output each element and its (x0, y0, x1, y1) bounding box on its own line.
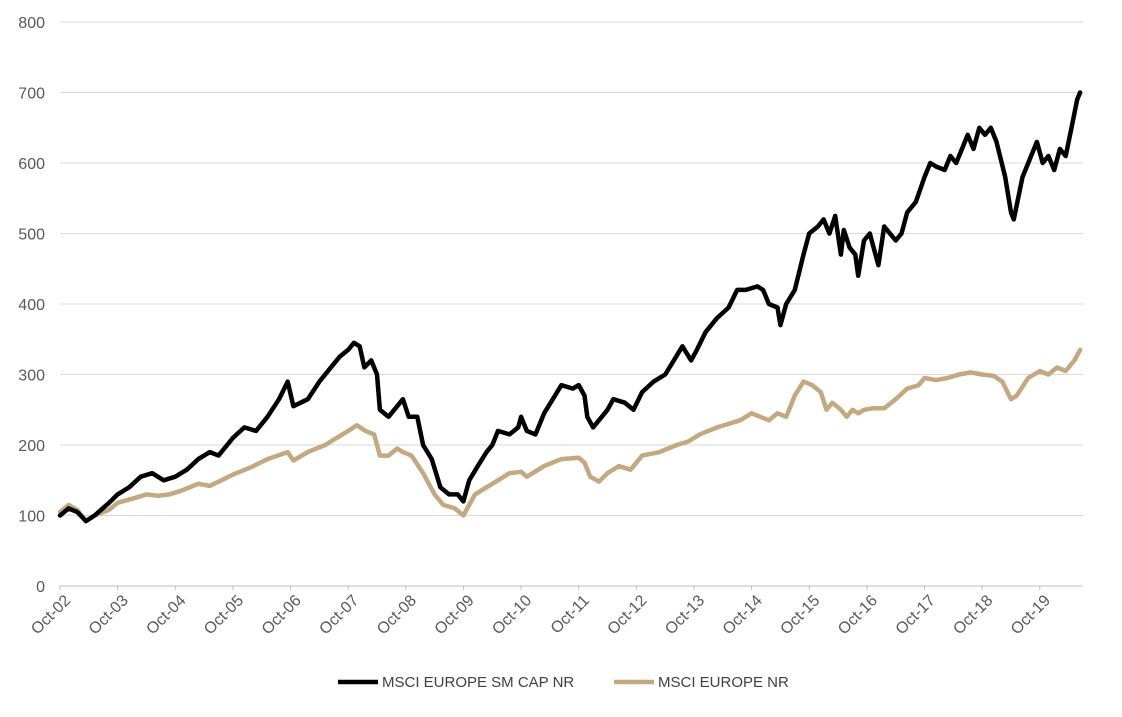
legend-label-msci-europe-nr: MSCI EUROPE NR (658, 674, 789, 691)
x-tick-label: Oct-04 (143, 592, 189, 638)
y-tick-label: 500 (18, 227, 45, 244)
y-axis-tick-labels: 0 100 200 300 400 500 600 700 800 (18, 15, 45, 596)
x-tick-label: Oct-12 (605, 592, 651, 638)
x-tick-label: Oct-06 (259, 592, 305, 638)
x-tick-label: Oct-14 (720, 592, 766, 638)
series-line-msci-europe-sm-cap-nr (57, 90, 1083, 524)
gridlines (60, 21, 1083, 587)
x-tick-label: Oct-19 (1008, 592, 1054, 638)
x-tick-label: Oct-17 (893, 592, 939, 638)
y-tick-label: 400 (18, 297, 45, 314)
x-axis-tick-labels: Oct-02 Oct-03 Oct-04 Oct-05 Oct-06 Oct-07 Oct-… (28, 586, 1054, 638)
y-tick-label: 600 (18, 156, 45, 173)
x-tick-label: Oct-09 (432, 592, 478, 638)
legend-label-msci-europe-sm-cap-nr: MSCI EUROPE SM CAP NR (382, 674, 574, 691)
y-tick-label: 700 (18, 86, 45, 103)
legend: MSCI EUROPE SM CAP NR MSCI EUROPE NR (338, 674, 789, 691)
y-tick-label: 100 (18, 509, 45, 526)
series-lines (57, 90, 1083, 524)
x-tick-label: Oct-10 (489, 592, 535, 638)
series-line-msci-europe-nr (57, 347, 1083, 524)
y-tick-label: 0 (36, 579, 45, 596)
x-tick-label: Oct-13 (662, 592, 708, 638)
x-tick-label: Oct-11 (548, 592, 593, 637)
x-tick-label: Oct-03 (86, 592, 132, 638)
x-tick-label: Oct-02 (28, 592, 74, 638)
x-tick-label: Oct-18 (950, 592, 996, 638)
y-tick-label: 800 (18, 15, 45, 32)
y-tick-label: 200 (18, 438, 45, 455)
x-tick-label: Oct-05 (201, 592, 247, 638)
x-tick-label: Oct-15 (777, 592, 823, 638)
x-tick-label: Oct-16 (835, 592, 881, 638)
y-tick-label: 300 (18, 368, 45, 385)
x-tick-label: Oct-07 (316, 592, 362, 638)
x-tick-label: Oct-08 (374, 592, 420, 638)
